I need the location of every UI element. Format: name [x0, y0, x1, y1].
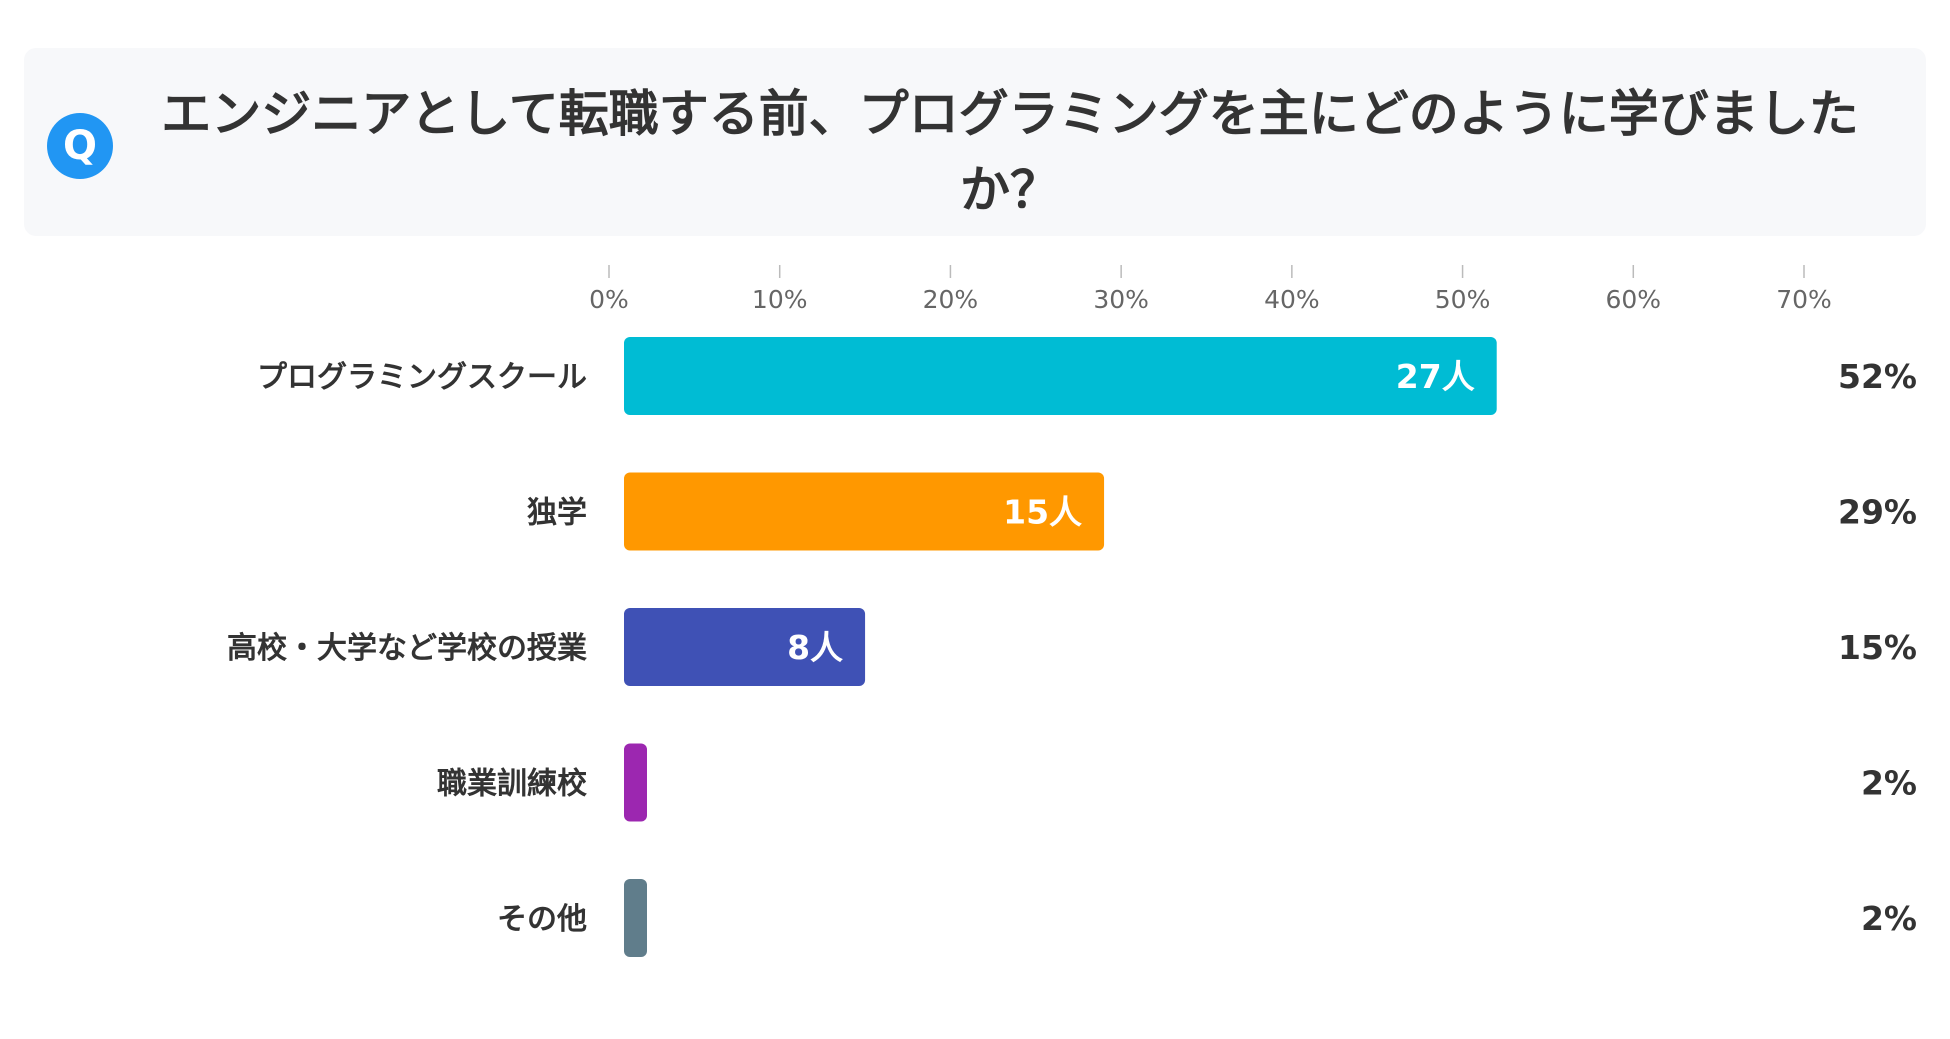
x-axis: 0% 10% 20% 30% 40% 50% 60% 70%	[589, 265, 1832, 314]
question-text: エンジニアとして転職する前、プログラミングを主にどのように学びましたか？	[161, 85, 1859, 219]
x-tick-label: 30%	[1093, 285, 1149, 314]
x-tick-label: 60%	[1605, 285, 1661, 314]
bar-row: 高校・大学など学校の授業 8人 15%	[227, 608, 1917, 686]
bar	[624, 608, 866, 686]
percent-label: 29%	[1838, 493, 1917, 532]
x-tick-label: 70%	[1776, 285, 1832, 314]
percent-label: 2%	[1861, 899, 1917, 938]
category-label: その他	[497, 902, 587, 937]
x-tick-label: 50%	[1435, 285, 1491, 314]
bar-count-label: 27人	[1396, 357, 1475, 396]
percent-label: 52%	[1838, 357, 1917, 396]
category-label: 高校・大学など学校の授業	[227, 631, 587, 666]
bar	[624, 743, 647, 822]
question-badge: Q	[47, 113, 113, 179]
bar-count-label: 15人	[1003, 493, 1082, 532]
bar-row: 職業訓練校 2%	[437, 743, 1917, 822]
bar-row: 独学 15人 29%	[527, 472, 1917, 551]
bar-row: プログラミングスクール 27人 52%	[257, 337, 1917, 415]
x-tick-label: 40%	[1264, 285, 1320, 314]
bar	[624, 337, 1497, 415]
percent-label: 15%	[1838, 628, 1917, 667]
bar-count-label: 8人	[787, 628, 843, 667]
bar	[624, 472, 1105, 551]
x-tick-label: 0%	[589, 285, 629, 314]
bar	[624, 879, 647, 957]
question-box	[24, 48, 1926, 236]
x-tick-label: 10%	[752, 285, 808, 314]
bar-rows: プログラミングスクール 27人 52% 独学 15人 29% 高校・大学など学校の授業 8人 1…	[227, 337, 1917, 957]
category-label: 独学	[527, 496, 587, 531]
category-label: プログラミングスクール	[257, 360, 587, 395]
category-label: 職業訓練校	[437, 767, 587, 802]
bar-row: その他 2%	[497, 879, 1917, 957]
percent-label: 2%	[1861, 764, 1917, 803]
x-tick-label: 20%	[923, 285, 979, 314]
